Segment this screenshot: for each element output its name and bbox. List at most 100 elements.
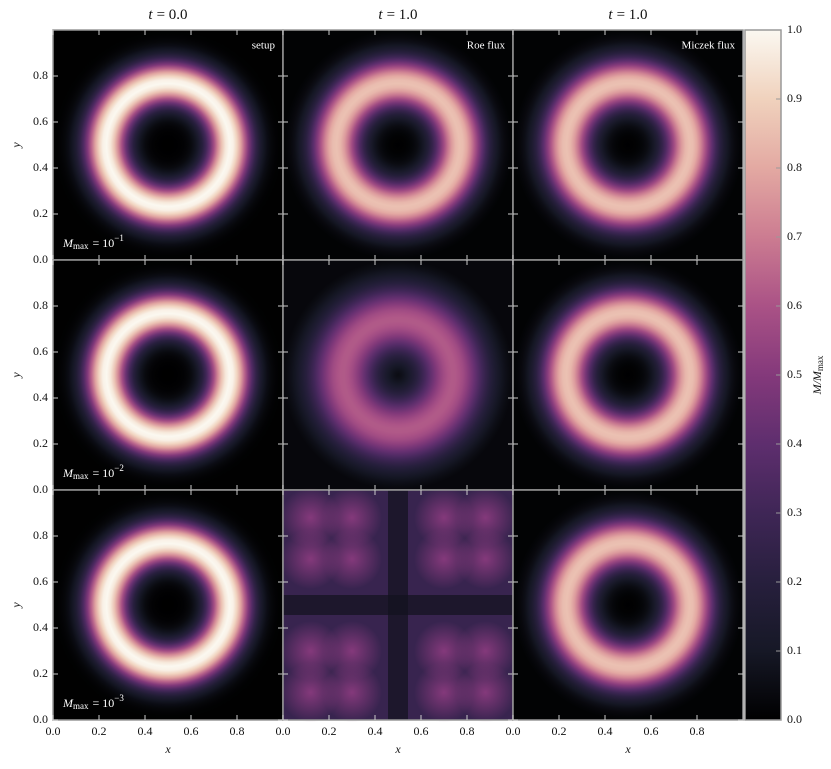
row-label-part: −3 <box>114 693 124 703</box>
x-axis-label: x <box>624 742 631 756</box>
heatmap-blob <box>455 487 516 548</box>
row-label-part: = 10 <box>93 466 115 480</box>
row-label-part: −1 <box>114 233 124 243</box>
heatmap-blob <box>322 621 382 681</box>
x-tick-label: 0.4 <box>368 724 383 738</box>
column-title: t = 0.0 <box>148 7 187 23</box>
column-title-part: = 1.0 <box>617 7 648 23</box>
heatmap-blob <box>280 529 341 589</box>
y-tick-label: 0.0 <box>33 482 48 496</box>
heatmap-blob <box>455 621 516 681</box>
x-tick-label: 0.4 <box>598 724 613 738</box>
heatmap-blob <box>280 621 341 681</box>
x-tick-label: 0.6 <box>184 724 199 738</box>
x-tick-label: 0.8 <box>690 724 705 738</box>
heatmap-blob <box>414 621 474 681</box>
y-tick-label: 0.2 <box>33 436 48 450</box>
y-tick-label: 0.8 <box>33 68 48 82</box>
y-axis-label: y <box>9 602 23 609</box>
heatmap-panel <box>53 30 283 260</box>
x-tick-label: 0.2 <box>552 724 567 738</box>
colorbar-label-part: M/M <box>810 370 824 395</box>
y-tick-label: 0.8 <box>33 298 48 312</box>
heatmap-blob <box>322 662 382 723</box>
heatmap-panel <box>513 490 743 720</box>
heatmap-image <box>283 260 513 490</box>
colorbar-label: M/Mmax <box>810 355 825 395</box>
heatmap-blob <box>455 662 516 723</box>
y-tick-label: 0.6 <box>33 344 48 358</box>
row-label-part: = 10 <box>93 236 115 250</box>
colorbar-tick-label: 0.8 <box>787 160 802 174</box>
heatmap-blob <box>280 662 341 723</box>
y-axis-label: y <box>9 372 23 379</box>
column-title: t = 1.0 <box>378 7 417 23</box>
heatmap-blob <box>455 529 516 589</box>
column-title-part: t <box>608 7 613 23</box>
row-label-part: max <box>73 241 89 251</box>
heatmap-blob <box>322 487 382 548</box>
x-axis-label: x <box>164 742 171 756</box>
heatmap-panel <box>53 260 283 490</box>
row-label: Mmax = 10−1 <box>62 233 124 251</box>
heatmap-image <box>53 490 283 720</box>
heatmap-panel <box>53 490 283 720</box>
column-title-part: t <box>148 7 153 23</box>
colorbar <box>744 29 782 721</box>
x-tick-label: 0.0 <box>506 724 521 738</box>
row-label-part: = 10 <box>93 696 115 710</box>
row-label-part: M <box>62 236 74 250</box>
row-label-part: M <box>62 696 74 710</box>
colorbar-tick-label: 0.2 <box>787 574 802 588</box>
panel-label: Roe flux <box>467 40 506 52</box>
x-tick-label: 0.0 <box>46 724 61 738</box>
x-tick-label: 0.8 <box>460 724 475 738</box>
x-tick-label: 0.6 <box>644 724 659 738</box>
colorbar-tick-label: 0.6 <box>787 298 802 312</box>
heatmap-panel <box>513 30 743 260</box>
x-tick-label: 0.6 <box>414 724 429 738</box>
row-label-part: max <box>73 471 89 481</box>
heatmap-blob <box>414 487 474 548</box>
y-tick-label: 0.8 <box>33 528 48 542</box>
row-label-part: M <box>62 466 74 480</box>
panel-label: setup <box>252 40 276 52</box>
x-tick-label: 0.4 <box>138 724 153 738</box>
y-tick-label: 0.0 <box>33 712 48 726</box>
y-tick-label: 0.0 <box>33 252 48 266</box>
heatmap-blob <box>414 662 474 723</box>
y-tick-label: 0.4 <box>33 390 48 404</box>
colorbar-tick-label: 0.9 <box>787 91 802 105</box>
colorbar-tick-label: 0.3 <box>787 505 802 519</box>
colorbar-tick-label: 0.1 <box>787 643 802 657</box>
panel-label: Miczek flux <box>682 40 736 52</box>
row-label-part: −2 <box>114 463 124 473</box>
y-tick-label: 0.2 <box>33 666 48 680</box>
column-title-part: t <box>378 7 383 23</box>
heatmap-image <box>513 490 743 720</box>
y-tick-label: 0.6 <box>33 114 48 128</box>
heatmap-image <box>283 30 513 260</box>
heatmap-panel <box>280 487 516 723</box>
heatmap-image <box>53 30 283 260</box>
x-tick-label: 0.2 <box>322 724 337 738</box>
colorbar-label-part: max <box>815 355 825 371</box>
colorbar-tick-label: 1.0 <box>787 22 802 36</box>
x-axis-label: x <box>394 742 401 756</box>
colorbar-tick-label: 0.4 <box>787 436 802 450</box>
row-label: Mmax = 10−2 <box>62 463 124 481</box>
row-label-part: max <box>73 701 89 711</box>
y-tick-label: 0.4 <box>33 160 48 174</box>
column-title-part: = 1.0 <box>387 7 418 23</box>
heatmap-blob <box>280 487 341 548</box>
panel-frame <box>512 489 744 721</box>
colorbar-tick-label: 0.5 <box>787 367 802 381</box>
colorbar-tick-label: 0.0 <box>787 712 802 726</box>
heatmap-panel <box>283 30 513 260</box>
x-tick-label: 0.2 <box>92 724 107 738</box>
column-title-part: = 0.0 <box>157 7 188 23</box>
heatmap-image <box>513 260 743 490</box>
heatmap-image <box>53 260 283 490</box>
y-tick-label: 0.2 <box>33 206 48 220</box>
